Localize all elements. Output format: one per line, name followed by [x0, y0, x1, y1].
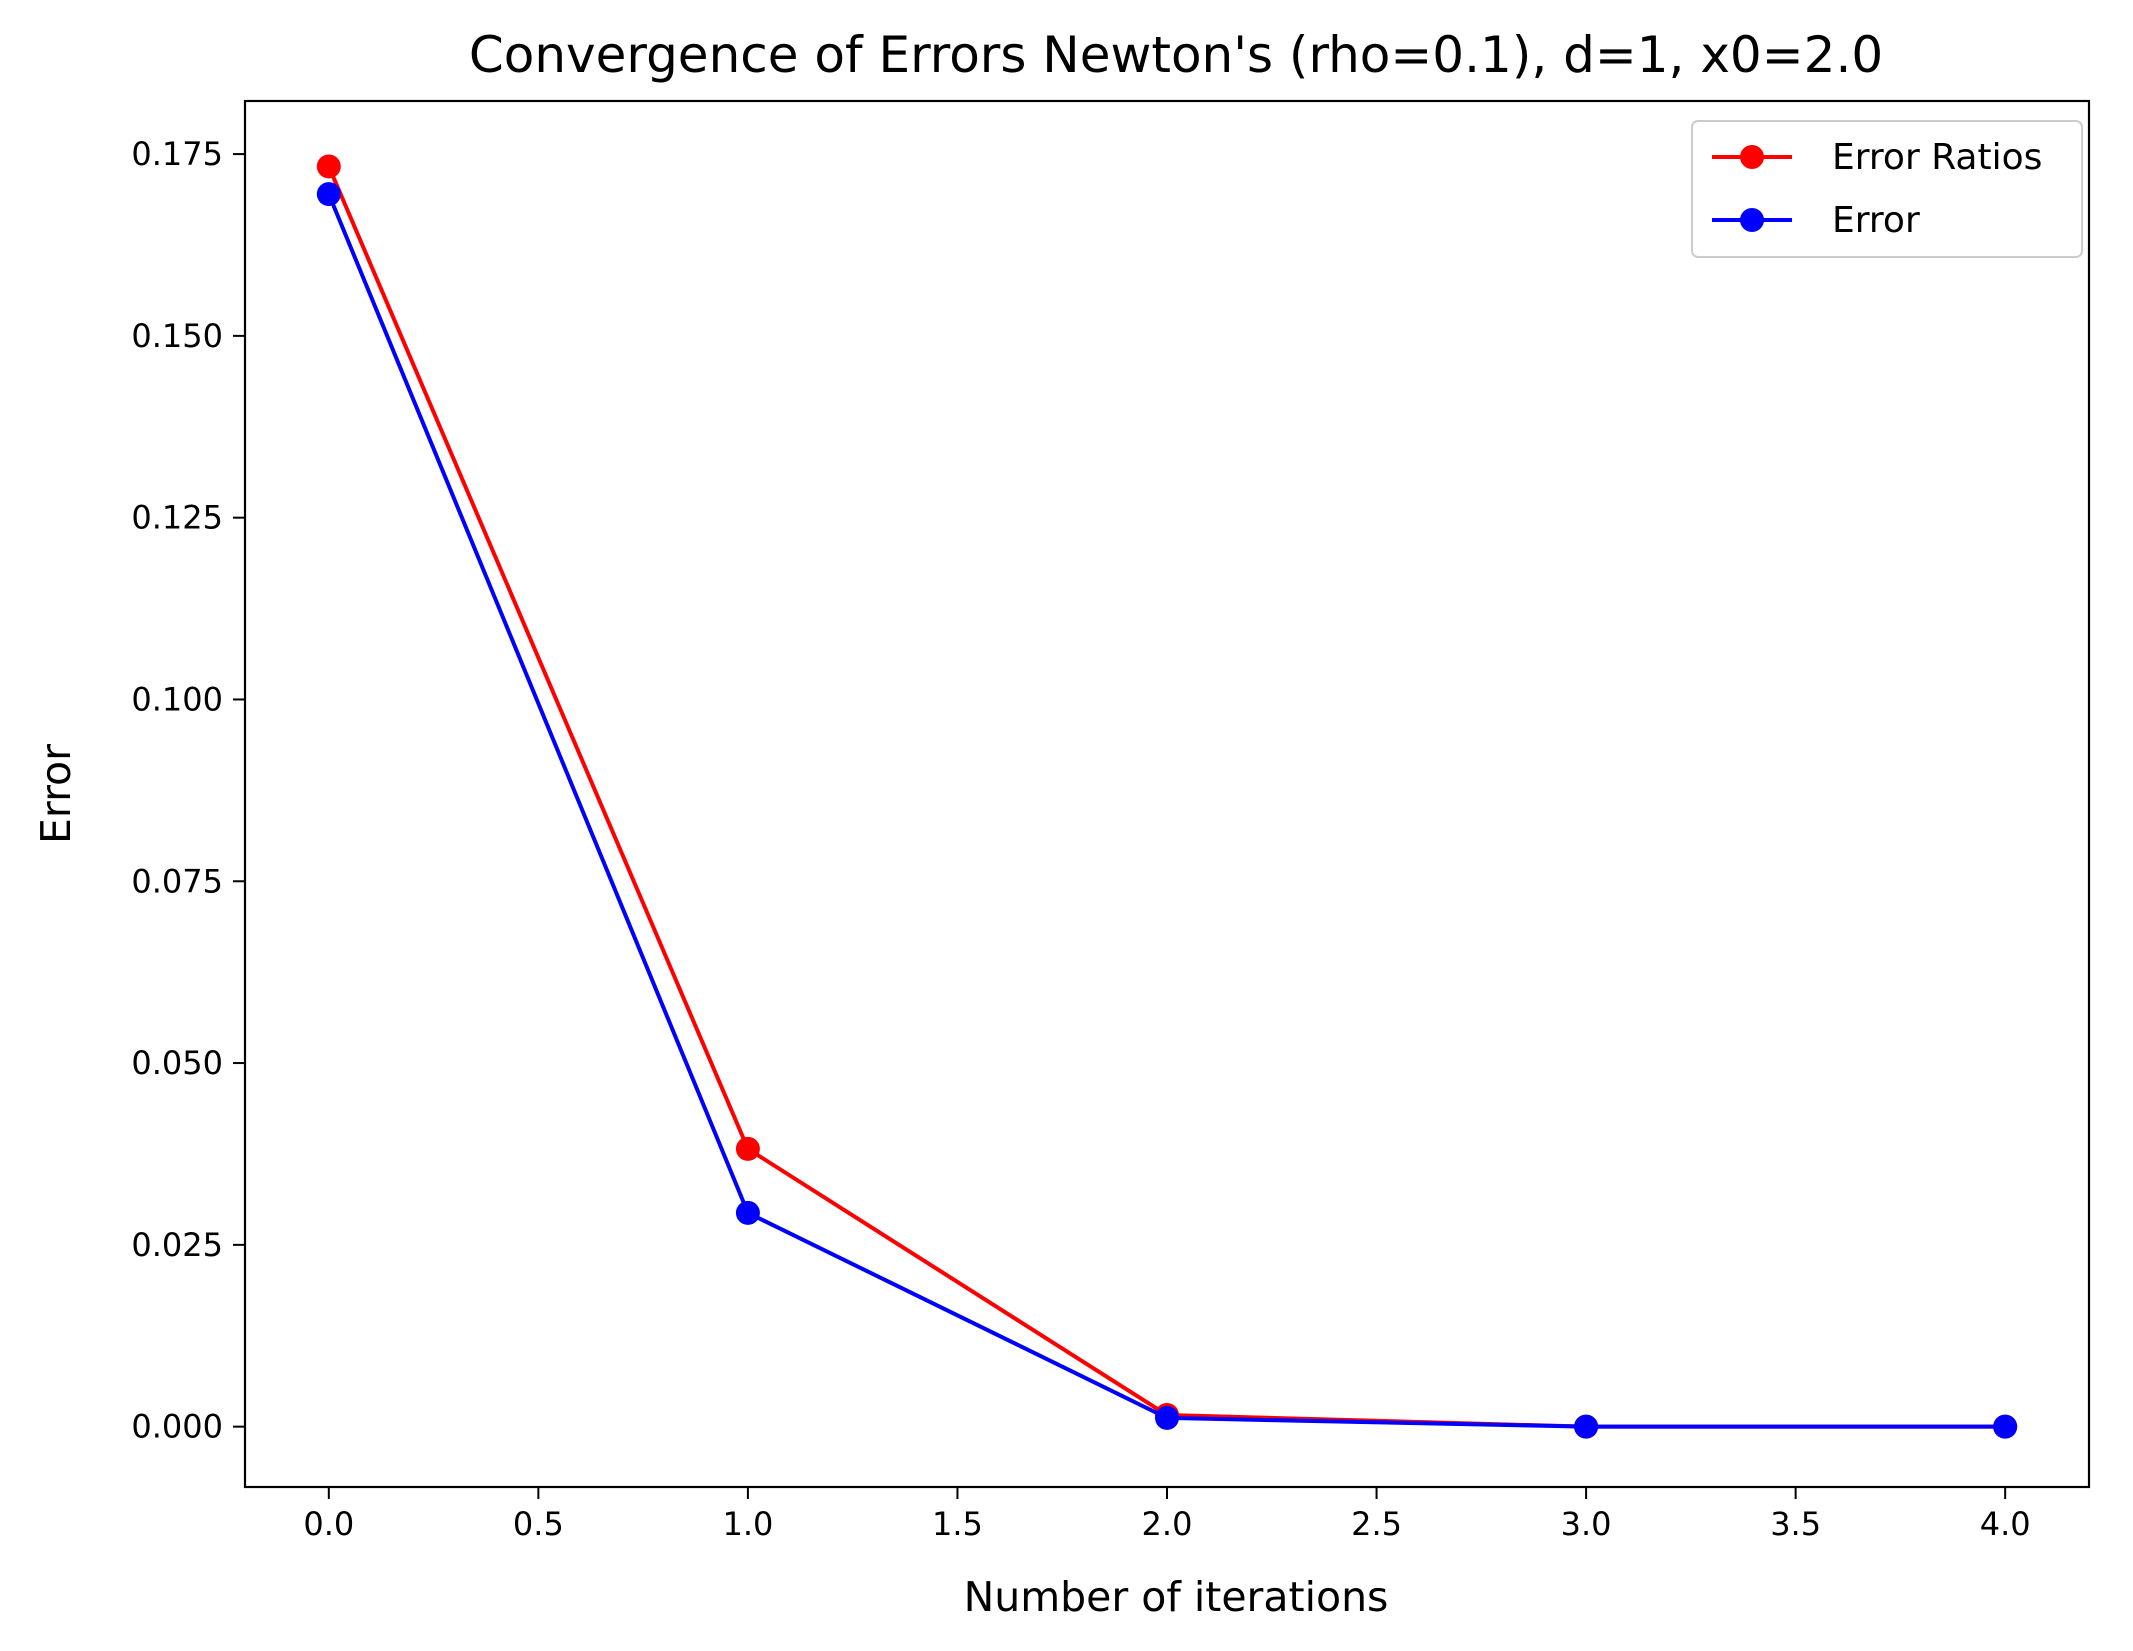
y-tick-label: 0.050	[131, 1044, 223, 1082]
x-tick-label: 1.0	[722, 1505, 773, 1543]
x-axis-title: Number of iterations	[964, 1573, 1389, 1621]
data-point-error	[1993, 1414, 2018, 1439]
y-axis-title: Error	[32, 744, 80, 844]
data-point-error-ratios	[316, 154, 341, 179]
data-point-error	[1574, 1414, 1599, 1439]
legend-marker-error	[1740, 208, 1764, 232]
y-tick-label: 0.100	[131, 680, 223, 718]
y-tick-label: 0.075	[131, 862, 223, 900]
y-axis-ticks: 0.000 0.025 0.050 0.075 0.100 0.125 0.150 0.175	[131, 135, 245, 1446]
x-tick-label: 1.5	[932, 1505, 983, 1543]
legend: Error Ratios Error	[1691, 120, 2083, 258]
x-tick-label: 2.0	[1142, 1505, 1193, 1543]
legend-label-error: Error	[1832, 200, 1920, 241]
legend-label-error-ratios: Error Ratios	[1832, 137, 2042, 178]
data-point-error	[1155, 1405, 1179, 1430]
legend-marker-error-ratios	[1740, 145, 1764, 169]
y-tick-label: 0.025	[131, 1226, 223, 1264]
x-tick-label: 3.0	[1561, 1505, 1612, 1543]
data-point-error	[316, 182, 341, 207]
x-tick-label: 4.0	[1980, 1505, 2031, 1543]
x-tick-label: 0.0	[303, 1505, 354, 1543]
data-point-error	[735, 1200, 760, 1225]
y-tick-label: 0.125	[131, 499, 223, 537]
x-tick-label: 3.5	[1770, 1505, 1821, 1543]
y-tick-label: 0.000	[131, 1408, 223, 1446]
y-tick-label: 0.175	[131, 135, 223, 173]
series-layer	[316, 154, 2018, 1439]
x-axis-ticks: 0.0 0.5 1.0 1.5 2.0 2.5 3.0 3.5 4.0	[303, 1487, 2031, 1543]
x-tick-label: 2.5	[1351, 1505, 1402, 1543]
chart-title: Convergence of Errors Newton's (rho=0.1)…	[469, 26, 1883, 84]
plot-frame	[243, 99, 2091, 1489]
data-point-error-ratios	[735, 1136, 760, 1161]
y-tick-label: 0.150	[131, 317, 223, 355]
x-tick-label: 0.5	[513, 1505, 564, 1543]
